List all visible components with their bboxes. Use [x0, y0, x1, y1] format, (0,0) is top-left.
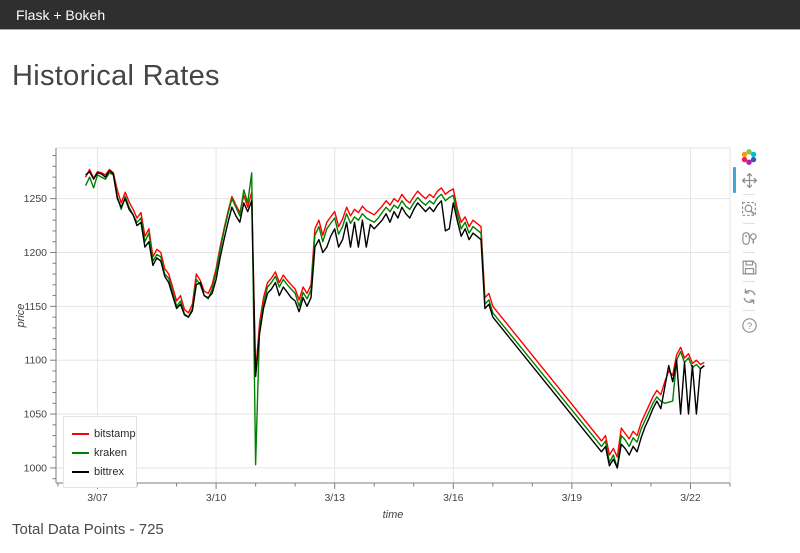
bokeh-logo-icon	[741, 149, 757, 165]
x-tick-label: 3/07	[87, 492, 108, 504]
x-tick-label: 3/16	[443, 492, 464, 504]
legend-swatch-bittrex	[72, 470, 89, 473]
box-zoom-tool-button[interactable]	[736, 198, 762, 220]
save-icon	[742, 260, 756, 274]
help-tool-button[interactable]: ?	[736, 314, 762, 336]
legend-label: kraken	[94, 446, 128, 459]
plot-outline	[56, 147, 731, 483]
toolbar-separator	[743, 194, 755, 195]
y-tick-label: 1200	[24, 247, 48, 259]
bokeh-toolbar: ?	[733, 146, 763, 337]
page-title: Historical Rates	[12, 60, 220, 92]
legend-label: bittrex	[94, 465, 124, 478]
series-line-bitstamp	[84, 168, 705, 458]
toolbar-separator	[743, 310, 755, 311]
y-tick-label: 1000	[24, 462, 48, 474]
legend-swatch-kraken	[72, 451, 89, 454]
chart-legend: bitstamp kraken bittrex	[63, 416, 137, 488]
total-data-points: Total Data Points - 725	[12, 521, 164, 538]
plot-canvas[interactable]	[56, 148, 730, 483]
y-tick-label: 1250	[24, 193, 48, 205]
active-tool-indicator	[733, 167, 736, 193]
legend-item-bitstamp: bitstamp	[72, 424, 136, 443]
x-tick-label: 3/19	[562, 492, 583, 504]
navbar: Flask + Bokeh	[0, 0, 800, 30]
x-tick-label: 3/10	[206, 492, 227, 504]
x-tick-label: 3/13	[324, 492, 345, 504]
wheel-zoom-tool-button[interactable]	[736, 227, 762, 249]
legend-item-bittrex: bittrex	[72, 462, 128, 481]
y-axis-title: price	[15, 304, 27, 329]
box-zoom-icon	[741, 201, 756, 216]
pan-icon	[741, 172, 757, 188]
series-line-bittrex	[85, 169, 705, 469]
svg-text:?: ?	[746, 320, 751, 331]
reset-tool-button[interactable]	[736, 285, 762, 307]
toolbar-separator	[743, 281, 755, 282]
legend-item-kraken: kraken	[72, 443, 128, 462]
toolbar-separator	[743, 223, 755, 224]
x-axis-title: time	[383, 509, 404, 521]
help-icon: ?	[741, 317, 757, 333]
save-tool-button[interactable]	[736, 256, 762, 278]
y-tick-label: 1050	[24, 409, 48, 421]
wheel-zoom-icon	[741, 231, 757, 245]
bokeh-logo[interactable]	[736, 147, 762, 167]
reset-icon	[743, 288, 755, 304]
legend-swatch-bitstamp	[72, 432, 89, 435]
y-tick-label: 1100	[24, 355, 47, 367]
navbar-brand[interactable]: Flask + Bokeh	[16, 6, 106, 23]
y-tick-label: 1150	[24, 301, 47, 313]
rates-line-chart[interactable]: 3/07 3/10 3/13 3/16 3/19 3/22 1000 1050 1100 1150…	[0, 138, 800, 523]
pan-tool-button[interactable]	[733, 167, 762, 193]
toolbar-separator	[743, 252, 755, 253]
bokeh-figure: 3/07 3/10 3/13 3/16 3/19 3/22 1000 1050 1100 1150…	[0, 138, 800, 523]
legend-label: bitstamp	[94, 427, 136, 440]
x-tick-label: 3/22	[680, 492, 701, 504]
